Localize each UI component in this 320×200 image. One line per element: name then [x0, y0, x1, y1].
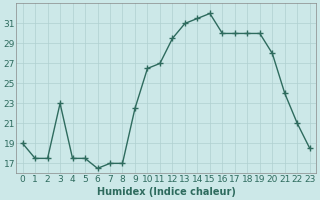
X-axis label: Humidex (Indice chaleur): Humidex (Indice chaleur) [97, 187, 236, 197]
